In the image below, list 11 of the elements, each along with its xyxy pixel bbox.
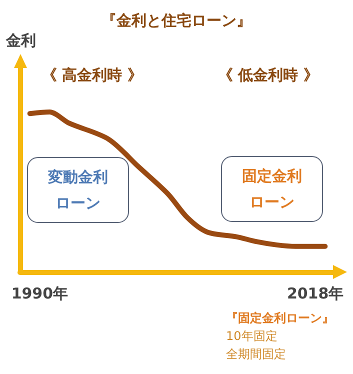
text: 『固定金利ローン』 [226, 311, 334, 325]
annotation: 固定金利ローン [242, 167, 302, 211]
annotation: 変動金利ローン [47, 168, 108, 212]
text: 《 低金利時 》 [218, 66, 318, 84]
chart-title: 『金利と住宅ローン』 [102, 12, 252, 30]
y-axis-title: 金利 [5, 32, 36, 50]
x-tick-label: 2018年 [286, 284, 344, 302]
text: 10年固定 [226, 329, 278, 343]
x-tick-label: 1990年 [11, 284, 68, 302]
text: 全期間固定 [226, 347, 286, 361]
text: 《 高金利時 》 [42, 66, 142, 84]
